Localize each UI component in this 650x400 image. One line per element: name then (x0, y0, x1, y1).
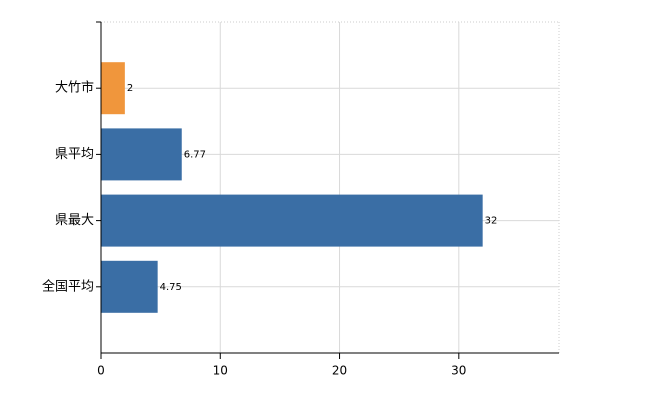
value-label: 2 (127, 83, 133, 94)
y-tick-label: 大竹市 (55, 80, 94, 96)
value-label: 32 (485, 216, 498, 227)
bar (101, 260, 158, 313)
y-tick-label: 県平均 (55, 147, 94, 162)
y-tick-label: 県最大 (55, 213, 94, 228)
bar (101, 62, 125, 115)
x-tick-label: 20 (332, 364, 347, 378)
x-tick-label: 30 (451, 364, 466, 378)
value-label: 6.77 (184, 149, 206, 160)
y-tick-label: 全国平均 (42, 278, 94, 294)
value-label: 4.75 (160, 282, 182, 293)
bar (101, 194, 483, 247)
bar (101, 128, 182, 181)
x-tick-label: 0 (97, 364, 105, 378)
x-tick-label: 10 (213, 364, 228, 378)
